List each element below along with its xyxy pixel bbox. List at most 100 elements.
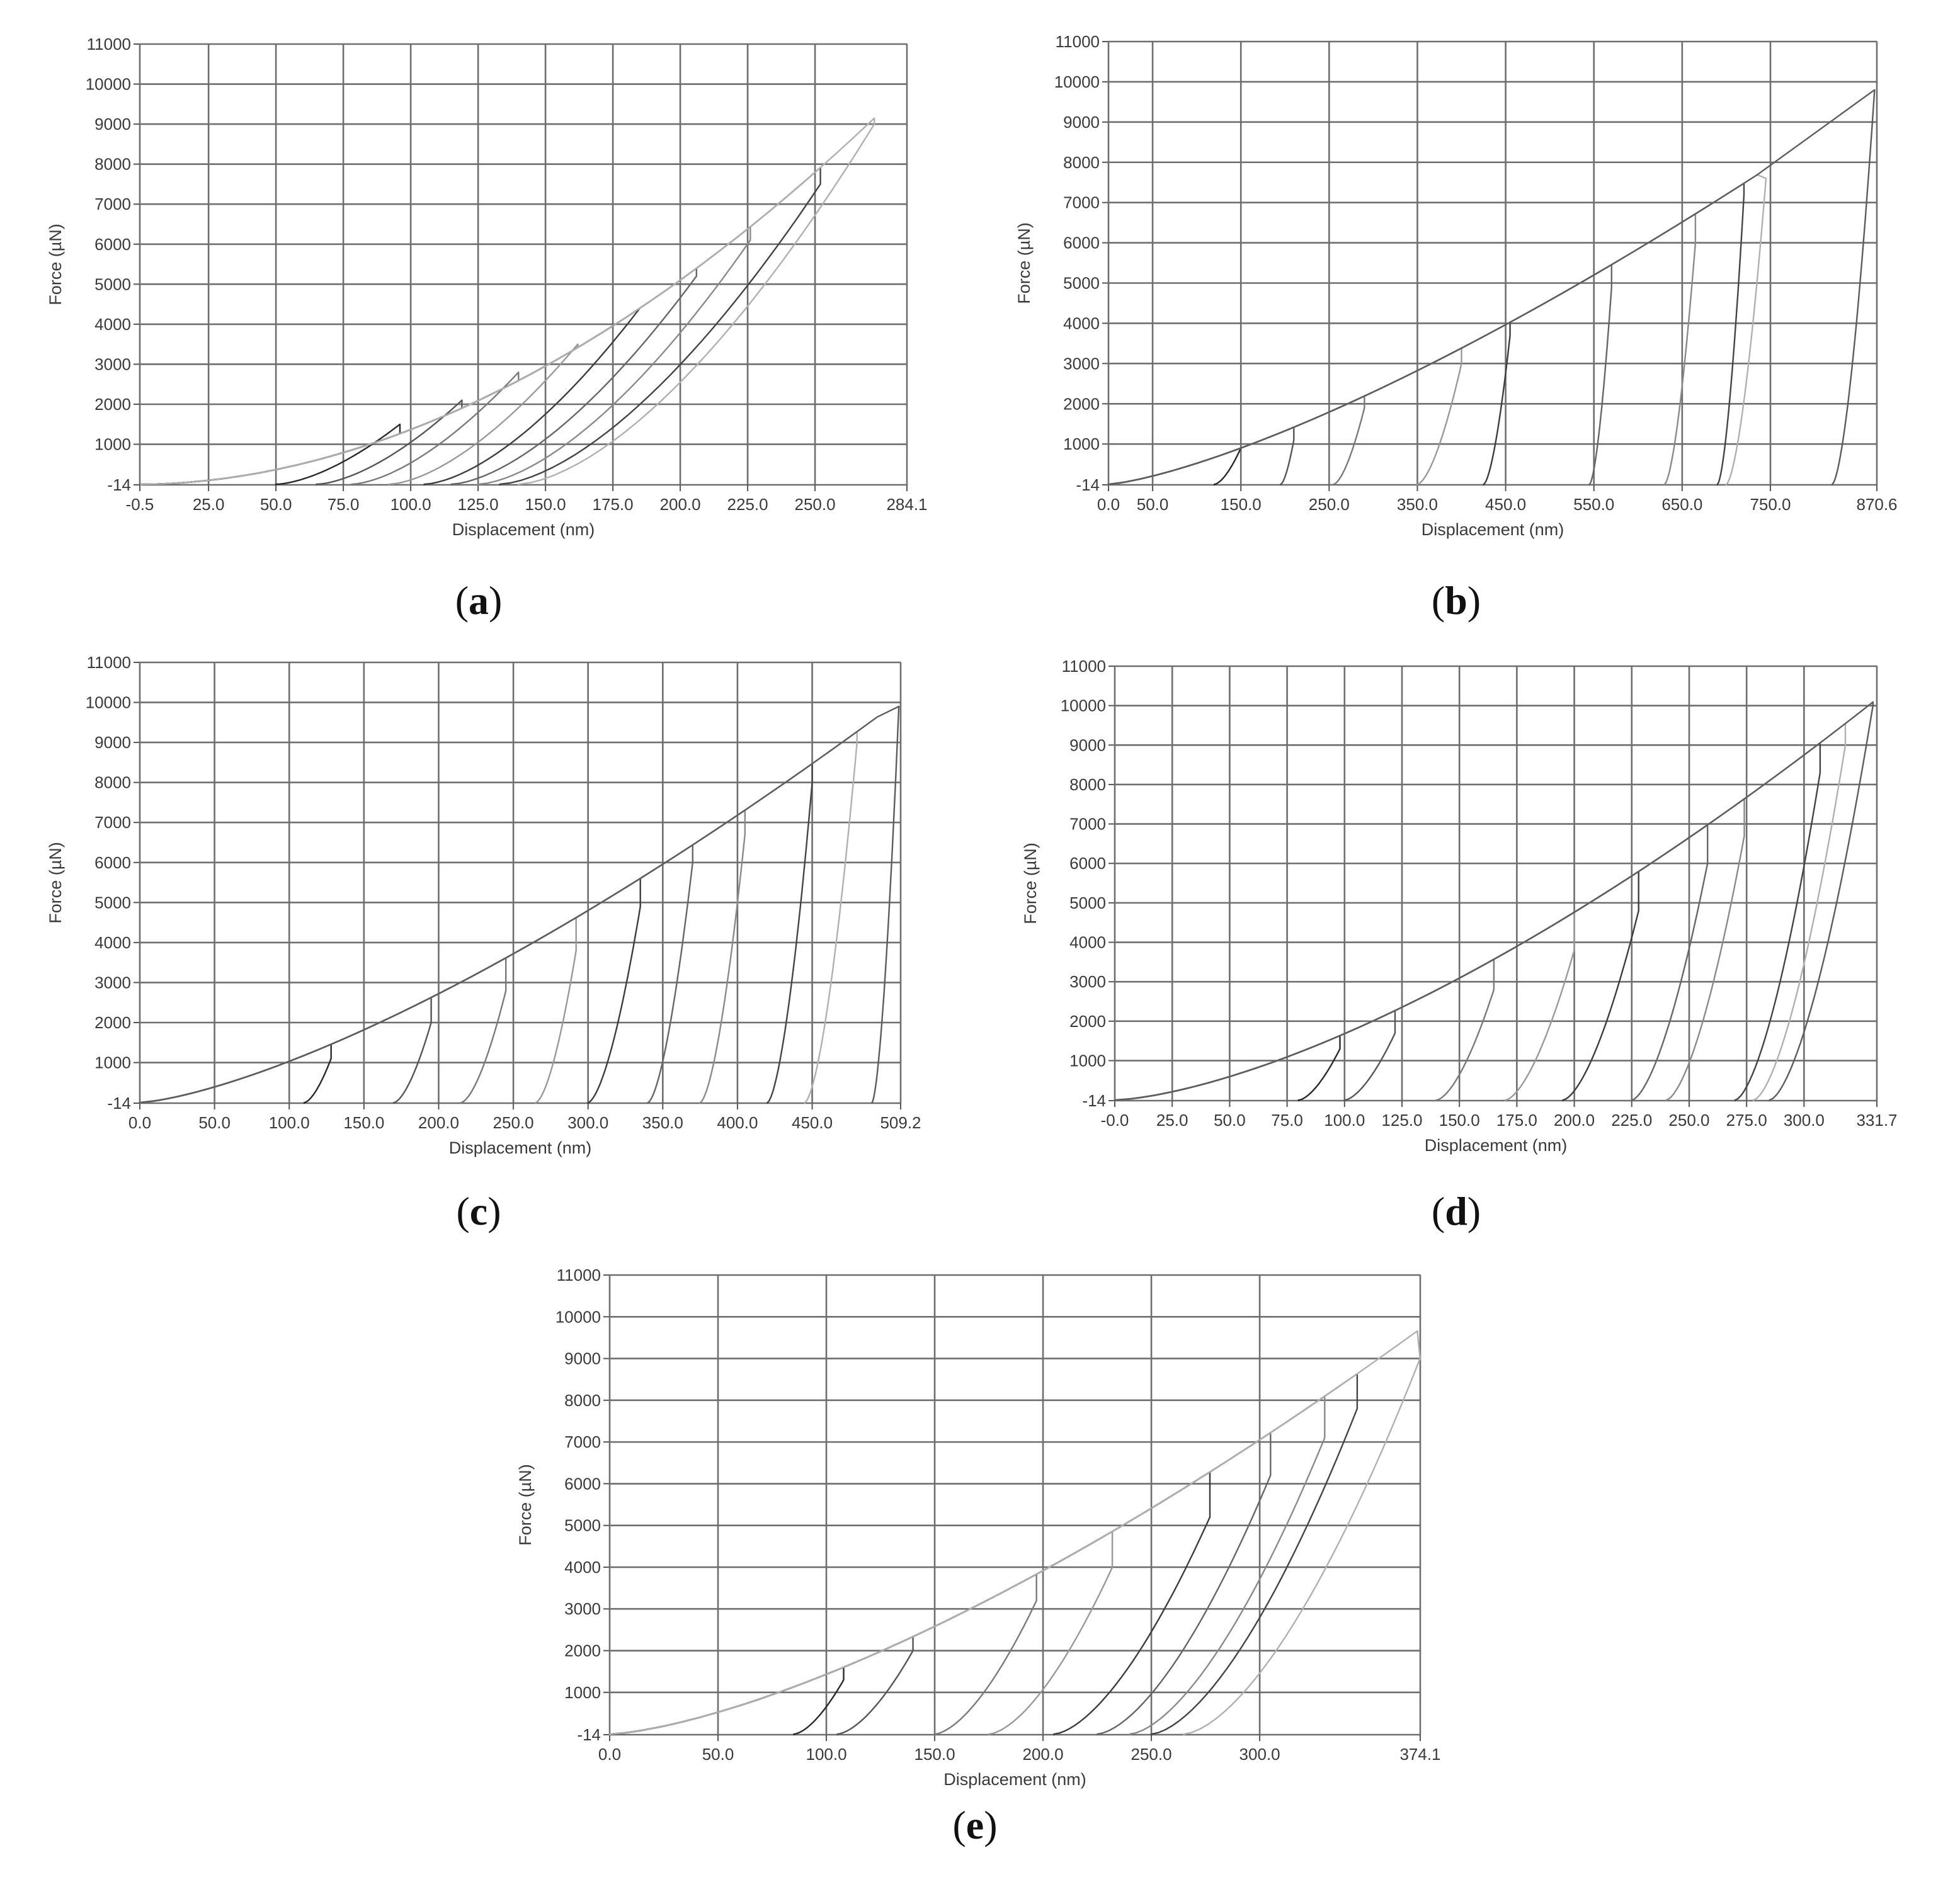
y-tick-label: 9000: [1069, 735, 1106, 754]
y-tick-label: 8000: [94, 155, 131, 174]
x-tick-label: 750.0: [1750, 495, 1791, 514]
y-tick-label: 1000: [94, 435, 131, 454]
x-tick-label: 550.0: [1573, 495, 1614, 514]
load-unload-cycle-10: [1107, 89, 1876, 486]
x-tick-label: 250.0: [795, 495, 836, 514]
panel-label: (b): [1432, 578, 1481, 623]
x-axis-label: Displacement (nm): [449, 1138, 592, 1157]
x-tick-label: 50.0: [1137, 495, 1169, 514]
y-tick-label: 4000: [94, 315, 131, 334]
y-tick-label: 10000: [1061, 696, 1106, 715]
x-tick-label: 870.6: [1856, 495, 1897, 514]
y-tick-label: 1000: [1069, 1051, 1106, 1070]
chart-panel-a: -14 1000 2000 3000 4000 5000 6000 7000 8000 9000 1…: [46, 35, 928, 623]
x-tick-label: 150.0: [525, 495, 566, 514]
y-tick-label: 4000: [94, 933, 131, 952]
y-tick-label: 10000: [556, 1307, 601, 1326]
x-tick-label: 125.0: [1381, 1111, 1422, 1130]
y-axis-label: Force (µN): [46, 842, 65, 924]
y-tick-label: -14: [577, 1725, 601, 1744]
y-tick-label: -14: [107, 1094, 131, 1113]
x-tick-label: 250.0: [1131, 1745, 1172, 1764]
y-tick-label: 7000: [564, 1432, 601, 1451]
y-tick-label: 10000: [86, 693, 131, 712]
load-unload-cycle-9: [608, 1330, 1421, 1736]
x-tick-label: 300.0: [1239, 1745, 1280, 1764]
y-tick-label: 11000: [87, 653, 131, 672]
x-tick-label: 284.1: [886, 495, 927, 514]
panel-letter: c: [470, 1189, 487, 1233]
y-tick-label: 9000: [94, 115, 131, 133]
y-tick-label: 7000: [1069, 815, 1106, 834]
y-tick-label: 4000: [1069, 933, 1106, 952]
x-tick-label: -0.5: [126, 495, 154, 514]
y-tick-label: 6000: [564, 1474, 601, 1493]
y-tick-label: 3000: [94, 354, 131, 373]
x-tick-label: 275.0: [1726, 1111, 1767, 1130]
y-tick-label: 1000: [1063, 434, 1100, 453]
load-unload-cycle-10: [139, 705, 900, 1104]
y-tick-label: -14: [1082, 1091, 1106, 1110]
x-tick-label: 50.0: [198, 1113, 231, 1132]
y-tick-label: 1000: [94, 1053, 131, 1072]
y-axis-label: Force (µN): [1015, 222, 1034, 304]
x-tick-label: 100.0: [390, 495, 431, 514]
x-tick-label: 200.0: [1023, 1745, 1064, 1764]
y-tick-label: 7000: [1063, 193, 1100, 212]
x-tick-label: 250.0: [1309, 495, 1350, 514]
panel-letter: b: [1445, 578, 1467, 623]
x-axis-label: Displacement (nm): [452, 520, 595, 539]
x-axis-label: Displacement (nm): [943, 1770, 1086, 1789]
y-tick-label: 11000: [87, 35, 131, 54]
panel-label: (e): [952, 1803, 997, 1847]
x-tick-label: 650.0: [1661, 495, 1702, 514]
y-tick-label: -14: [1076, 475, 1100, 494]
x-tick-label: 150.0: [1221, 495, 1262, 514]
y-tick-label: 5000: [1063, 274, 1100, 293]
y-tick-label: 1000: [564, 1683, 601, 1702]
y-tick-label: 2000: [1069, 1012, 1106, 1031]
y-tick-label: 8000: [564, 1391, 601, 1410]
x-tick-label: -0.0: [1101, 1111, 1129, 1130]
y-tick-label: 3000: [1063, 354, 1100, 373]
x-tick-label: 350.0: [1397, 495, 1438, 514]
y-tick-label: 3000: [564, 1599, 601, 1618]
x-tick-label: 175.0: [1496, 1111, 1537, 1130]
chart-panel-d: -14 1000 2000 3000 4000 5000 6000 7000 8000 9000 1…: [1021, 657, 1898, 1233]
load-unload-cycle-9: [140, 117, 875, 486]
panel-letter: d: [1445, 1189, 1467, 1233]
x-tick-label: 125.0: [458, 495, 499, 514]
x-tick-label: 374.1: [1399, 1745, 1440, 1764]
x-tick-label: 200.0: [660, 495, 701, 514]
panel-letter: a: [469, 578, 489, 623]
x-tick-label: 509.2: [880, 1113, 921, 1132]
y-tick-label: 8000: [1069, 775, 1106, 794]
y-tick-label: 9000: [94, 733, 131, 752]
panel-letter: e: [966, 1803, 984, 1847]
y-tick-label: 5000: [94, 893, 131, 912]
y-tick-label: 4000: [1063, 314, 1100, 332]
y-tick-label: 5000: [564, 1516, 601, 1535]
y-tick-label: 11000: [557, 1266, 601, 1284]
x-tick-label: 350.0: [642, 1113, 683, 1132]
y-tick-label: 11000: [1056, 32, 1100, 51]
x-tick-label: 25.0: [1156, 1111, 1188, 1130]
x-axis-label: Displacement (nm): [1422, 520, 1564, 539]
chart-panel-b: -14 1000 2000 3000 4000 5000 6000 7000 8000 9000 1…: [1015, 32, 1898, 623]
y-tick-label: -14: [107, 475, 131, 494]
y-tick-label: 10000: [86, 75, 131, 94]
x-tick-label: 150.0: [914, 1745, 955, 1764]
y-tick-label: 6000: [1063, 234, 1100, 252]
y-tick-label: 3000: [1069, 972, 1106, 991]
x-tick-label: 225.0: [1611, 1111, 1652, 1130]
x-tick-label: 450.0: [792, 1113, 833, 1132]
y-tick-label: 2000: [1063, 394, 1100, 413]
x-tick-label: 50.0: [702, 1745, 734, 1764]
chart-panel-e: -14 1000 2000 3000 4000 5000 6000 7000 8000 9000 1…: [516, 1266, 1441, 1847]
x-tick-label: 100.0: [806, 1745, 846, 1764]
y-tick-label: 8000: [1063, 153, 1100, 172]
y-tick-label: 10000: [1054, 72, 1100, 91]
y-tick-label: 5000: [1069, 893, 1106, 912]
